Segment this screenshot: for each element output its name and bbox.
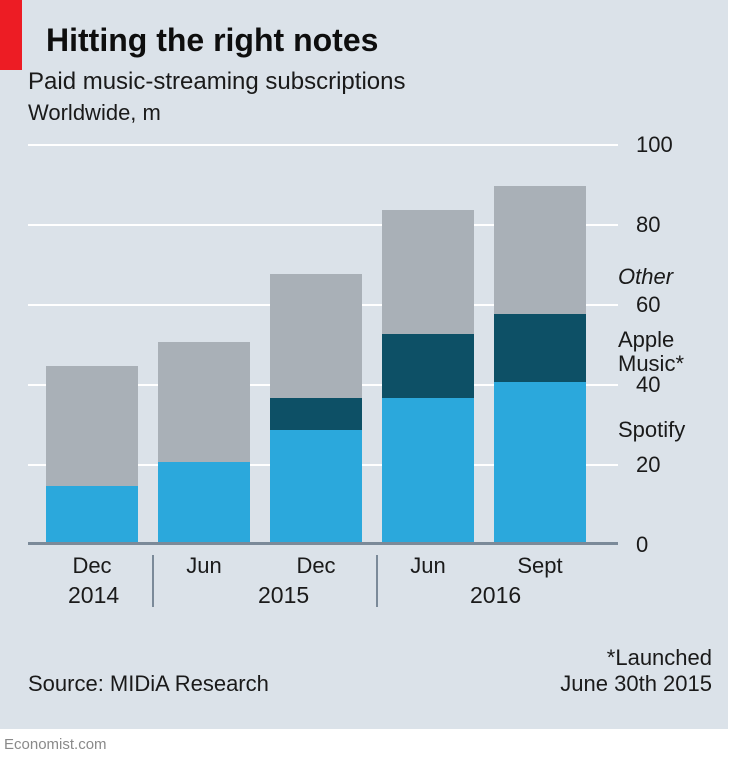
- chart-units: Worldwide, m: [28, 100, 161, 126]
- bar-segment-spotify: [158, 462, 250, 542]
- bar-segment-apple: [494, 314, 586, 382]
- y-tick-label: 40: [636, 372, 660, 398]
- y-tick-label: 0: [636, 532, 648, 558]
- series-label-other: Other: [618, 265, 673, 289]
- bar-segment-spotify: [270, 430, 362, 542]
- bar-segment-spotify: [494, 382, 586, 542]
- bar-group: [494, 186, 586, 542]
- bar-segment-other: [494, 186, 586, 314]
- footnote: *Launched June 30th 2015: [560, 645, 712, 697]
- footnote-line2: June 30th 2015: [560, 671, 712, 697]
- series-label-spotify: Spotify: [618, 418, 685, 442]
- chart-card: Hitting the right notes Paid music-strea…: [0, 0, 728, 729]
- source-text: Source: MIDiA Research: [28, 671, 269, 697]
- y-tick-label: 100: [636, 132, 673, 158]
- bar-segment-other: [270, 274, 362, 398]
- bar-segment-other: [382, 210, 474, 334]
- chart-title: Hitting the right notes: [46, 22, 378, 59]
- accent-tab: [0, 0, 22, 70]
- bar-segment-other: [46, 366, 138, 486]
- bar-segment-apple: [270, 398, 362, 430]
- x-tick-label: Dec: [46, 553, 138, 579]
- series-label-apple: AppleMusic*: [618, 328, 684, 376]
- x-tick-separator: [376, 555, 378, 607]
- gridline: [28, 144, 618, 146]
- credit: Economist.com: [4, 736, 107, 753]
- y-tick-label: 20: [636, 452, 660, 478]
- chart-subtitle: Paid music-streaming subscriptions: [28, 68, 405, 96]
- bar-group: [158, 342, 250, 542]
- x-tick-label: Jun: [382, 553, 474, 579]
- x-year-label: 2014: [68, 582, 119, 609]
- y-tick-label: 60: [636, 292, 660, 318]
- y-tick-label: 80: [636, 212, 660, 238]
- plot-area: [28, 145, 618, 545]
- x-year-label: 2016: [470, 582, 521, 609]
- x-year-label: 2015: [258, 582, 309, 609]
- x-tick-separator: [152, 555, 154, 607]
- x-axis: [28, 542, 618, 545]
- footnote-line1: *Launched: [560, 645, 712, 671]
- bar-group: [270, 274, 362, 542]
- bar-group: [46, 366, 138, 542]
- x-tick-label: Sept: [494, 553, 586, 579]
- bar-segment-other: [158, 342, 250, 462]
- x-tick-label: Jun: [158, 553, 250, 579]
- bar-group: [382, 210, 474, 542]
- x-tick-label: Dec: [270, 553, 362, 579]
- bar-segment-spotify: [382, 398, 474, 542]
- bar-segment-apple: [382, 334, 474, 398]
- bar-segment-spotify: [46, 486, 138, 542]
